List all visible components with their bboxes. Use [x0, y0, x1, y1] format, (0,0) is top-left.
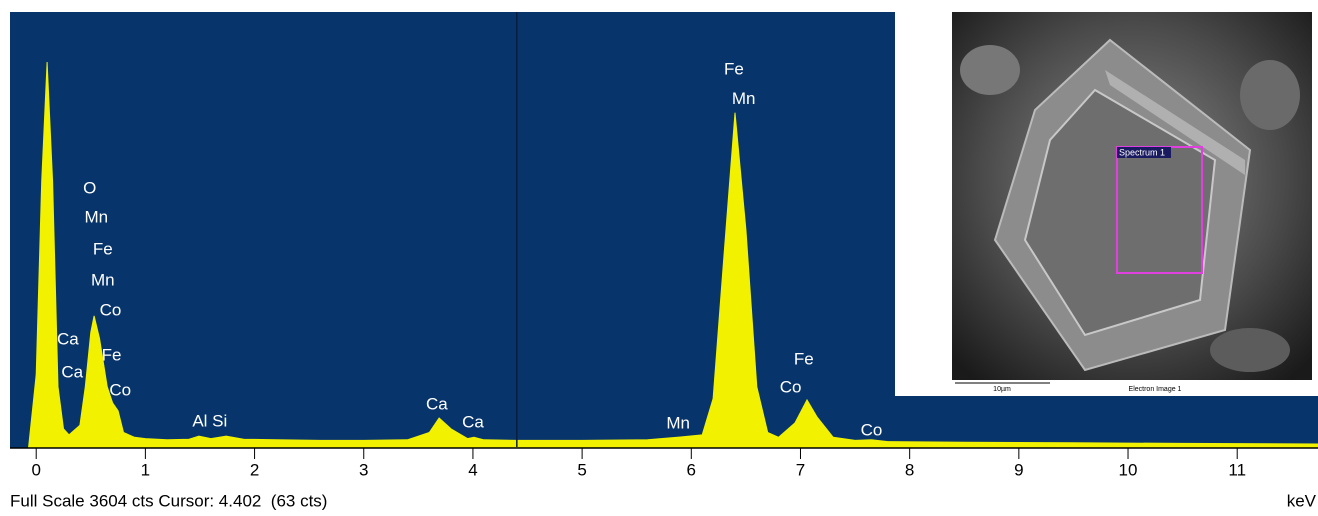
peak-label: Mn: [91, 270, 115, 289]
peak-label: Co: [109, 380, 131, 399]
peak-label: Mn: [666, 413, 690, 432]
status-text: Full Scale 3604 cts Cursor: 4.402 (63 ct…: [10, 491, 327, 510]
x-tick-label: 7: [796, 460, 805, 479]
peak-label: Mn: [84, 207, 108, 226]
spectrum: [28, 61, 1318, 448]
x-axis-label: keV: [1287, 491, 1317, 510]
x-tick-label: 2: [250, 460, 259, 479]
x-tick-label: 5: [577, 460, 586, 479]
peak-label: Co: [861, 420, 883, 439]
x-tick-label: 9: [1014, 460, 1023, 479]
peak-label: Ca: [57, 329, 79, 348]
x-tick-label: 10: [1119, 460, 1138, 479]
inset: Spectrum 1 10µm Electron Image 1: [895, 0, 1318, 396]
particle: [1210, 328, 1290, 372]
peak-label: Ca: [426, 394, 448, 413]
peak-label: Ca: [61, 362, 83, 381]
particle: [1240, 60, 1300, 130]
peak-label: Fe: [102, 345, 122, 364]
peak-label: O: [83, 178, 96, 197]
x-tick-label: 4: [468, 460, 477, 479]
x-tick-label: 8: [905, 460, 914, 479]
peak-label: Al Si: [192, 411, 227, 430]
particle: [960, 45, 1020, 95]
scale-label: 10µm: [993, 386, 1011, 393]
x-tick-label: 6: [687, 460, 696, 479]
peak-label: Ca: [462, 412, 484, 431]
x-tick-label: 11: [1228, 460, 1246, 479]
peak-label: Co: [100, 300, 122, 319]
peak-label: Co: [780, 377, 802, 396]
peak-label: Mn: [732, 89, 756, 108]
x-tick-label: 1: [141, 460, 150, 479]
x-tick-label: 0: [31, 460, 40, 479]
crystal-edge: [1105, 70, 1245, 175]
peak-label: Fe: [93, 239, 113, 258]
x-tick-label: 3: [359, 460, 368, 479]
peak-label: Fe: [794, 349, 814, 368]
image-caption: Electron Image 1: [1129, 386, 1182, 393]
spectrum-label: Spectrum 1: [1119, 147, 1165, 157]
peak-label: Fe: [724, 59, 744, 78]
spectrum-tag: [1117, 147, 1171, 158]
